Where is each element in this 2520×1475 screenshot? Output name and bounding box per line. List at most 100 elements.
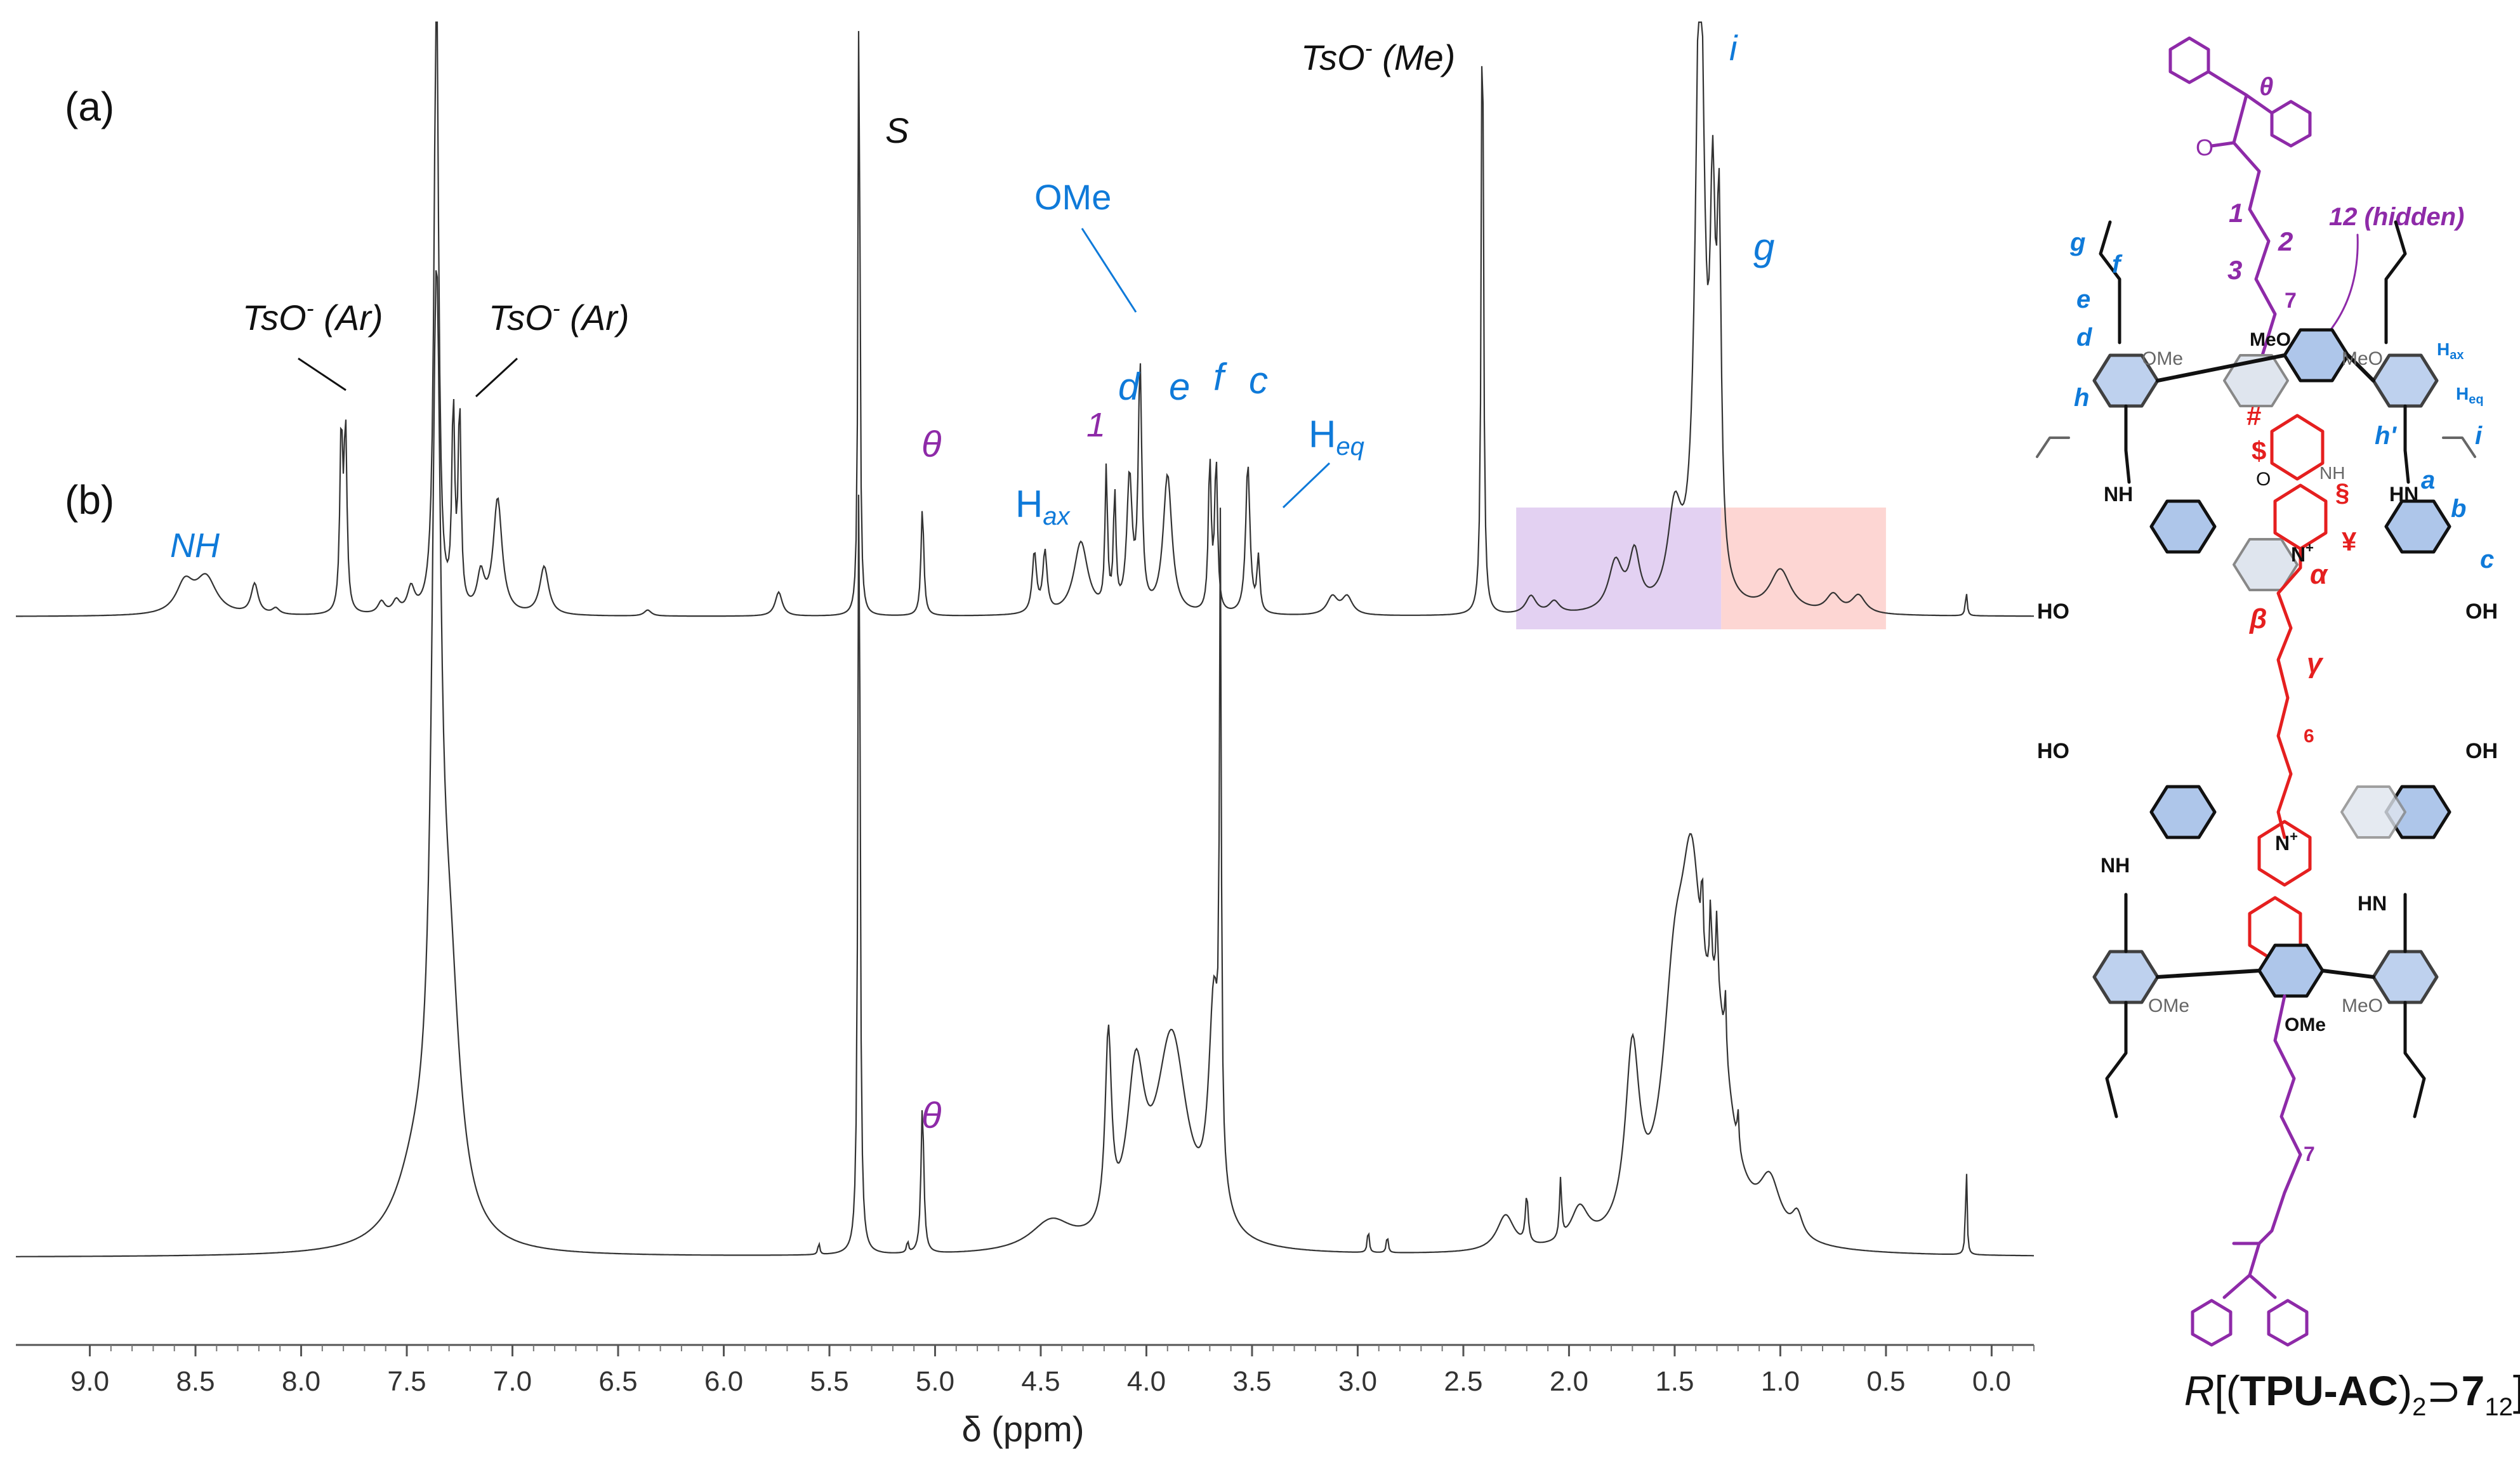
struct-d: d xyxy=(2076,324,2093,351)
label-ome: OMe xyxy=(1034,177,1111,217)
label-f: f xyxy=(1213,356,1227,398)
label-one: 1 xyxy=(1086,406,1105,444)
struct-one: 1 xyxy=(2229,198,2243,228)
molecular-structure: O θ 1 2 3 12 (hidden) 7 g f e d h h' i xyxy=(2036,36,2520,1421)
x-tick-label: 9.0 xyxy=(70,1366,109,1397)
struct-nh-axle: NH xyxy=(2319,463,2345,483)
x-tick-label: 3.5 xyxy=(1232,1366,1271,1397)
bottom-calixarene: HO OH NH HN OMe MeO OMe xyxy=(2037,739,2498,1118)
struct-meo-top: MeO xyxy=(2250,329,2291,350)
label-theta-a: θ xyxy=(921,424,941,465)
struct-beta: β xyxy=(2249,603,2267,634)
x-tick-label: 3.0 xyxy=(1338,1366,1377,1397)
struct-ome-bottom: OMe xyxy=(2148,995,2189,1016)
label-tso-ar-left: TsO- (Ar) xyxy=(242,295,383,338)
struct-meo-bottom: MeO xyxy=(2342,995,2383,1016)
struct-i: i xyxy=(2475,422,2483,450)
panel-label-a: (a) xyxy=(65,84,114,129)
x-tick-label: 7.0 xyxy=(493,1366,532,1397)
struct-hax: Hax xyxy=(2437,339,2464,362)
pointer-tso-left xyxy=(298,357,346,391)
struct-hprime: h' xyxy=(2375,422,2397,450)
struct-nh-bottom-left: NH xyxy=(2101,854,2130,877)
struct-ome-top: OMe xyxy=(2142,348,2183,369)
x-tick-label: 1.5 xyxy=(1655,1366,1694,1397)
x-tick-label: 2.0 xyxy=(1550,1366,1588,1397)
highlight-pink-region xyxy=(1721,508,1886,629)
x-tick-label: 1.0 xyxy=(1761,1366,1800,1397)
label-d: d xyxy=(1118,365,1140,408)
struct-o-top: O xyxy=(2196,134,2213,161)
label-tso-ar-right: TsO- (Ar) xyxy=(489,295,629,338)
x-tick-label: 8.0 xyxy=(282,1366,320,1397)
struct-alpha: α xyxy=(2310,559,2328,590)
struct-theta: θ xyxy=(2259,73,2273,101)
label-hax: Hax xyxy=(1015,483,1071,530)
spectrum-line-a xyxy=(16,21,2034,617)
top-calixarene xyxy=(2036,220,2476,484)
struct-yen: ¥ xyxy=(2342,527,2357,556)
pointer-ome xyxy=(1081,228,1137,313)
struct-e: e xyxy=(2076,285,2090,313)
label-c: c xyxy=(1249,359,1268,402)
x-tick-label: 6.5 xyxy=(598,1366,637,1397)
x-tick-label: 5.0 xyxy=(916,1366,954,1397)
x-tick-label: 0.0 xyxy=(1972,1366,2011,1397)
axle xyxy=(2248,414,2328,963)
struct-ho-top: HO xyxy=(2037,600,2069,624)
label-e: e xyxy=(1169,365,1190,408)
highlight-purple-region xyxy=(1516,508,1722,629)
struct-gamma: γ xyxy=(2307,648,2324,679)
x-tick-label: 0.5 xyxy=(1866,1366,1905,1397)
x-tick-label: 2.5 xyxy=(1444,1366,1482,1397)
annotations-a: NH TsO- (Ar) TsO- (Ar) S θ OMe Hax 1 d e… xyxy=(170,28,1774,565)
x-tick-label: 6.0 xyxy=(704,1366,743,1397)
label-i: i xyxy=(1729,28,1738,68)
struct-seven-top: 7 xyxy=(2285,289,2297,313)
struct-o-axle: O xyxy=(2256,469,2271,490)
struct-a: a xyxy=(2421,466,2435,494)
x-tick-label: 7.5 xyxy=(387,1366,426,1397)
struct-dollar: $ xyxy=(2252,436,2266,466)
panel-label-b: (b) xyxy=(65,477,114,523)
struct-f: f xyxy=(2112,251,2123,279)
structure-caption: R[(TPU-AC)2⊃712] xyxy=(2184,1367,2520,1421)
struct-hash: # xyxy=(2246,401,2261,431)
struct-two: 2 xyxy=(2278,226,2293,256)
struct-heq: Heq xyxy=(2456,384,2484,407)
pointer-heq xyxy=(1282,462,1331,509)
spectrum-line-b xyxy=(16,270,2034,1257)
bottom-stopper xyxy=(2191,994,2309,1347)
struct-n-bottom: N+ xyxy=(2275,829,2298,855)
struct-n-top: N+ xyxy=(2291,540,2314,566)
struct-ho-bottom: HO xyxy=(2037,739,2069,763)
x-tick-label: 8.5 xyxy=(176,1366,214,1397)
x-axis-label: δ (ppm) xyxy=(962,1409,1085,1449)
struct-nh-top-left: NH xyxy=(2104,483,2133,506)
pointer-tso-right xyxy=(475,357,518,398)
struct-six: 6 xyxy=(2304,726,2314,747)
struct-section: § xyxy=(2335,479,2349,507)
struct-ome-bottom2: OMe xyxy=(2285,1014,2326,1035)
label-g: g xyxy=(1753,226,1774,268)
label-heq: Heq xyxy=(1309,413,1364,461)
struct-b: b xyxy=(2451,495,2466,523)
struct-oh-bottom: OH xyxy=(2465,739,2498,763)
top-aryl-right xyxy=(2384,499,2451,554)
label-theta-b: θ xyxy=(921,1095,941,1136)
x-tick-label: 5.5 xyxy=(810,1366,848,1397)
struct-oh-top: OH xyxy=(2465,600,2498,624)
x-tick-label: 4.5 xyxy=(1021,1366,1060,1397)
label-solvent-s: S xyxy=(885,110,909,150)
x-tick-label: 4.0 xyxy=(1127,1366,1166,1397)
struct-c: c xyxy=(2480,546,2494,574)
x-axis: 9.0 8.5 8.0 7.5 7.0 6.5 6.0 5.5 5.0 4.5 4.0 3.5 3.0 2… xyxy=(70,1345,2035,1397)
label-tso-me: TsO- (Me) xyxy=(1301,35,1455,77)
struct-h: h xyxy=(2074,384,2089,412)
label-nh: NH xyxy=(170,527,220,565)
struct-g: g xyxy=(2069,228,2085,256)
struct-meo-top2: MeO xyxy=(2342,348,2383,369)
top-aryl-back xyxy=(2233,538,2299,591)
struct-seven-bottom: 7 xyxy=(2304,1143,2315,1165)
